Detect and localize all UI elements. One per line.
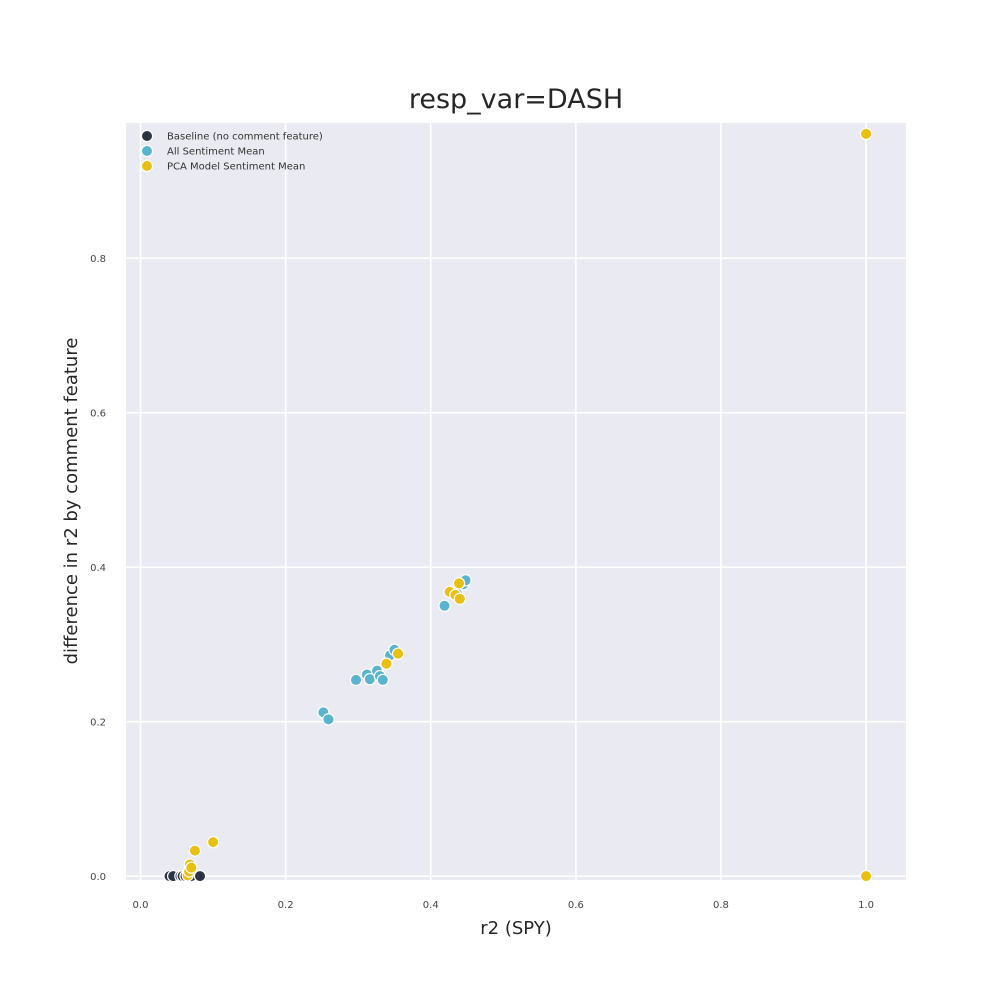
scatter-point — [438, 599, 451, 612]
x-tick-label: 0.4 — [423, 900, 439, 911]
y-tick-label: 0.6 — [90, 409, 106, 420]
y-tick-label: 0.0 — [90, 872, 106, 883]
legend-marker — [140, 159, 154, 173]
x-tick-label: 1.0 — [858, 900, 874, 911]
scatter-point — [453, 592, 466, 606]
scatter-point — [859, 127, 873, 141]
legend-marker — [140, 129, 154, 143]
series-2 — [181, 127, 873, 883]
y-axis-label: difference in r2 by comment feature — [61, 338, 82, 665]
scatter-point — [193, 869, 207, 883]
scatter-point — [185, 861, 198, 874]
scatter-point — [322, 713, 335, 726]
scatter-point — [452, 577, 466, 590]
y-tick-labels: 0.0 0.2 0.4 0.6 0.8 — [90, 254, 106, 883]
x-axis-label: r2 (SPY) — [480, 918, 552, 939]
legend-label: All Sentiment Mean — [167, 147, 265, 158]
y-tick-label: 0.2 — [90, 718, 106, 729]
data-points — [163, 127, 873, 883]
chart-title: resp_var=DASH — [409, 84, 623, 115]
legend-marker — [140, 144, 154, 158]
y-tick-label: 0.4 — [90, 563, 106, 574]
scatter-point — [380, 657, 393, 670]
grid-lines — [126, 123, 906, 880]
scatter-point — [859, 869, 873, 883]
scatter-point — [349, 673, 363, 687]
legend: Baseline (no comment feature) All Sentime… — [140, 129, 323, 173]
legend-label: Baseline (no comment feature) — [167, 132, 323, 143]
x-tick-label: 0.2 — [278, 900, 294, 911]
scatter-point — [188, 844, 202, 857]
scatter-point — [391, 647, 405, 660]
x-tick-label: 0.0 — [133, 900, 149, 911]
y-tick-label: 0.8 — [90, 254, 106, 265]
scatter-point — [376, 673, 390, 687]
x-tick-label: 0.8 — [713, 900, 729, 911]
x-tick-labels: 0.0 0.2 0.4 0.6 0.8 1.0 — [133, 900, 874, 911]
scatter-point — [206, 835, 220, 849]
plot-area — [126, 123, 906, 880]
x-tick-label: 0.6 — [568, 900, 584, 911]
legend-label: PCA Model Sentiment Mean — [167, 162, 305, 173]
